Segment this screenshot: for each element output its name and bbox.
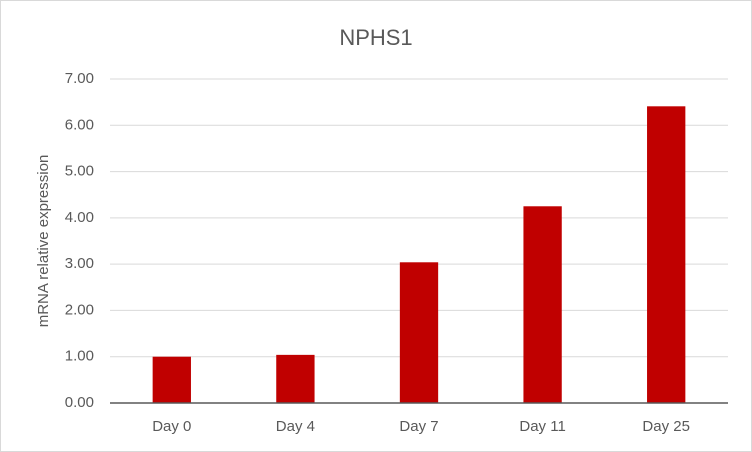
y-tick-label: 6.00 bbox=[65, 116, 94, 133]
bar bbox=[523, 206, 562, 403]
y-tick-label: 5.00 bbox=[65, 163, 94, 180]
y-axis-label: mRNA relative expression bbox=[35, 155, 52, 328]
y-tick-label: 4.00 bbox=[65, 209, 94, 226]
y-tick-label: 3.00 bbox=[65, 255, 94, 272]
x-tick-label: Day 25 bbox=[642, 418, 690, 435]
y-tick-label: 7.00 bbox=[65, 70, 94, 87]
x-tick-label: Day 0 bbox=[152, 418, 191, 435]
x-tick-label: Day 4 bbox=[276, 418, 315, 435]
bar bbox=[399, 262, 439, 403]
bar bbox=[647, 106, 686, 404]
x-tick-label: Day 7 bbox=[399, 418, 438, 435]
bar bbox=[276, 354, 315, 403]
x-tick-label: Day 11 bbox=[519, 418, 565, 435]
y-tick-label: 2.00 bbox=[65, 301, 94, 318]
y-tick-label: 0.00 bbox=[65, 394, 94, 411]
y-tick-label: 1.00 bbox=[65, 348, 94, 365]
chart-title: NPHS1 bbox=[339, 25, 412, 50]
bar bbox=[152, 356, 191, 403]
